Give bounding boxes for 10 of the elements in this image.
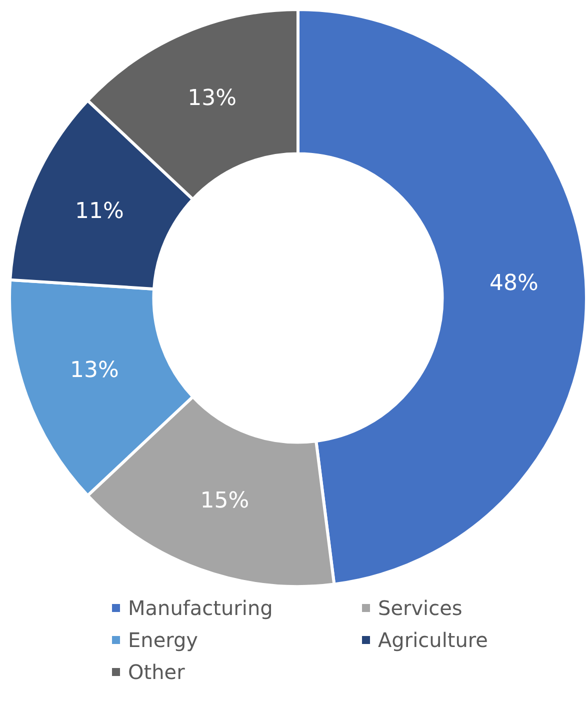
data-label: 15% xyxy=(200,488,250,514)
data-label: 48% xyxy=(489,271,538,296)
data-label: 13% xyxy=(70,358,119,384)
legend-label: Other xyxy=(128,660,185,684)
legend-label: Manufacturing xyxy=(128,596,273,620)
data-label: 11% xyxy=(74,198,124,224)
data-label: 13% xyxy=(188,86,237,112)
legend-label: Energy xyxy=(128,628,198,652)
legend-label: Agriculture xyxy=(378,628,488,652)
legend-label: Services xyxy=(378,596,462,620)
